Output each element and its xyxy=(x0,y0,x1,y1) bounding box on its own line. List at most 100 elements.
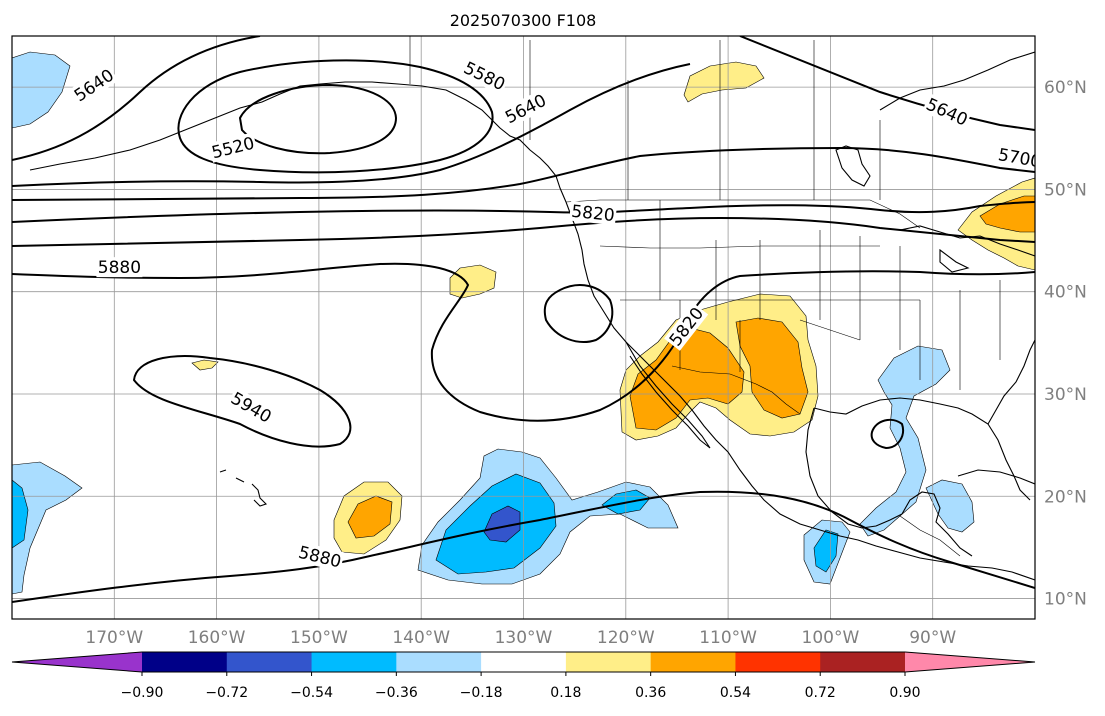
anomaly-blob-west-edge-south-core xyxy=(12,479,29,549)
coastline-us-west xyxy=(565,201,1035,581)
colorbar: −0.90 −0.72 −0.54 −0.36 −0.18 0.18 0.36 0.54 0.7… xyxy=(11,651,1036,701)
contour-label-halo xyxy=(921,93,973,131)
anomaly-blob-central-pacific-peak xyxy=(483,505,521,543)
colorbar-segment xyxy=(226,652,313,672)
colorbar-tick-label: 0.72 xyxy=(805,685,836,701)
contour-5580 xyxy=(177,59,494,174)
border-canada-provinces xyxy=(529,40,881,200)
border-us-states xyxy=(599,200,1001,390)
contour-label-text: 5820 xyxy=(570,202,615,226)
contour-5880-gulf-low xyxy=(870,418,904,450)
latitude-tick-label: 20°N xyxy=(1044,487,1087,507)
contour-label-halo xyxy=(96,257,143,278)
contour-label-halo xyxy=(295,541,345,572)
colorbar-segment xyxy=(565,652,652,672)
longitude-tick-label: 120°W xyxy=(597,628,655,648)
colorbar-extend-low xyxy=(12,652,142,672)
border-us-canada xyxy=(565,199,921,229)
border-mexico-central-america xyxy=(899,515,961,557)
contour-label-halo xyxy=(500,89,551,128)
colorbar-tick-label: −0.36 xyxy=(375,685,418,701)
colorbar-tick-label: −0.54 xyxy=(290,685,333,701)
latitude-tick-label: 50°N xyxy=(1044,180,1087,200)
latitude-tick-labels: 10°N 20°N 30°N 40°N 50°N 60°N xyxy=(1044,78,1087,609)
coastline-canada-east xyxy=(879,51,1035,111)
longitude-tick-label: 100°W xyxy=(802,628,860,648)
contour-label-halo xyxy=(226,387,277,428)
longitude-tick-label: 150°W xyxy=(290,628,348,648)
contour-5640 xyxy=(12,63,691,187)
anomaly-blob-mexico-coast-core xyxy=(813,529,839,573)
contour-5820-low xyxy=(543,284,614,343)
contour-5880-south xyxy=(12,490,1035,603)
colorbar-tick-label: −0.90 xyxy=(121,685,164,701)
contour-label-text: 5880 xyxy=(98,258,141,278)
colorbar-segment xyxy=(820,652,906,672)
border-us-mexico xyxy=(671,365,801,415)
contour-label-5820: 5820 xyxy=(569,200,617,226)
coastline-baja xyxy=(625,341,711,449)
coastline-yucatan xyxy=(901,491,973,557)
contour-label-halo xyxy=(208,132,258,163)
contour-5700 xyxy=(12,146,1035,201)
contour-label-halo xyxy=(664,302,709,351)
contour-label-5880: 5880 xyxy=(295,541,345,573)
positive-anomaly-shading xyxy=(191,61,1035,555)
longitude-tick-label: 110°W xyxy=(699,628,757,648)
anomaly-blob-hudson xyxy=(683,61,765,103)
contour-label-halo xyxy=(69,63,119,107)
coastline-gulf-of-mexico xyxy=(813,397,1031,501)
longitude-tick-label: 90°W xyxy=(909,628,956,648)
colorbar-segment xyxy=(735,652,821,672)
colorbar-segment xyxy=(311,652,397,672)
anomaly-blob-caribbean xyxy=(925,479,975,533)
contour-5640-west xyxy=(12,36,261,161)
coastline-hawaii xyxy=(219,469,268,507)
coastline-alaska-panhandle xyxy=(491,119,567,203)
colorbar-segment xyxy=(650,652,736,672)
colorbar-extend-high xyxy=(905,652,1035,672)
anomaly-blob-east-hawaii-core xyxy=(347,495,393,539)
longitude-tick-label: 130°W xyxy=(495,628,553,648)
contour-5760 xyxy=(12,201,1035,223)
contour-label-5880: 5880 xyxy=(96,257,143,278)
contour-label-halo xyxy=(459,56,510,95)
height-contours xyxy=(12,36,1035,603)
anomaly-blob-west-edge-south xyxy=(12,461,83,595)
colorbar-segment xyxy=(481,652,567,672)
latitude-tick-label: 10°N xyxy=(1044,590,1087,610)
contour-5820-north xyxy=(12,216,1035,247)
colorbar-tick-label: 0.18 xyxy=(550,685,581,701)
anomaly-blob-west-edge-north xyxy=(12,51,71,129)
colorbar-tick-label: 0.90 xyxy=(889,685,920,701)
colorbar-tick-label: 0.36 xyxy=(635,685,666,701)
longitude-tick-label: 170°W xyxy=(85,628,143,648)
longitude-tick-label: 160°W xyxy=(188,628,246,648)
colorbar-segment xyxy=(142,652,228,672)
coastline-florida xyxy=(987,339,1035,425)
latitude-tick-label: 30°N xyxy=(1044,385,1087,405)
anomaly-blob-north-hawaii xyxy=(449,264,497,299)
contour-5640-east xyxy=(739,36,1035,131)
figure-title: 2025070300 F108 xyxy=(450,11,597,30)
contour-5520 xyxy=(238,83,398,155)
anomaly-blob-southwest-us-core-west xyxy=(629,327,745,431)
latitude-tick-label: 40°N xyxy=(1044,283,1087,303)
political-borders xyxy=(409,36,1001,557)
colorbar-tick-label: −0.72 xyxy=(205,685,248,701)
contour-5940 xyxy=(132,355,352,448)
contour-label-halo xyxy=(569,200,617,226)
longitude-tick-labels: 170°W 160°W 150°W 140°W 130°W 120°W 110°W 100°W… xyxy=(85,628,956,648)
contour-label-halo xyxy=(995,143,1035,172)
colorbar-segment xyxy=(396,652,482,672)
coastlines xyxy=(29,51,1035,581)
colorbar-tick-label: 0.54 xyxy=(720,685,751,701)
anomaly-blob-northeast-us-core xyxy=(979,195,1035,233)
contour-label-text: 5760 xyxy=(1058,198,1101,218)
anomaly-blob-small-midpacific xyxy=(191,359,219,371)
graticule-grid xyxy=(12,36,1035,619)
colorbar-tick-label: −0.18 xyxy=(460,685,503,701)
contour-5880 xyxy=(12,262,1035,422)
